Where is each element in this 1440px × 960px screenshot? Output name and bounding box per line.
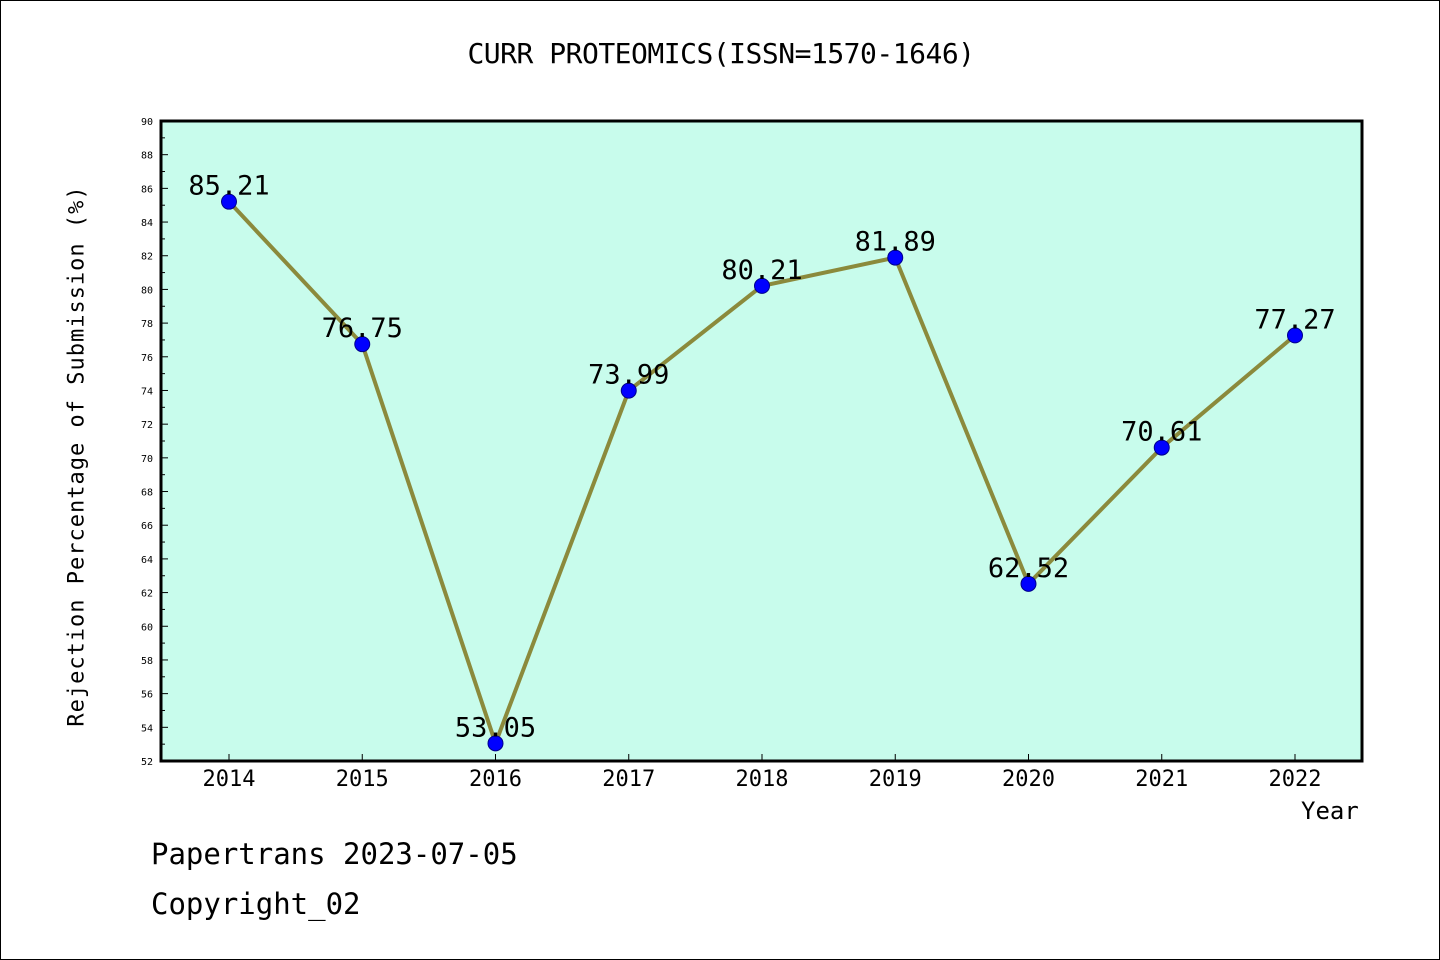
- data-point: [887, 249, 904, 266]
- y-tick-label: 76: [141, 353, 153, 364]
- data-label: 53.05: [455, 712, 536, 743]
- data-label: 80.21: [721, 255, 802, 286]
- data-label: 62.52: [988, 553, 1069, 584]
- y-tick-label: 86: [141, 184, 153, 195]
- y-tick-label: 70: [141, 454, 153, 465]
- data-label: 73.99: [588, 360, 669, 391]
- data-point: [1153, 439, 1170, 456]
- x-tick-label: 2019: [869, 767, 922, 792]
- x-tick-label: 2022: [1269, 767, 1322, 792]
- x-tick-label: 2014: [203, 767, 256, 792]
- data-point: [354, 336, 371, 353]
- x-axis-label: Year: [1301, 797, 1359, 825]
- data-point: [1287, 327, 1303, 344]
- data-label: 76.75: [322, 313, 403, 344]
- data-label: 85.21: [188, 171, 269, 202]
- data-label: 81.89: [855, 227, 936, 258]
- footer-date-line: Papertrans 2023-07-05: [151, 837, 518, 871]
- y-tick-label: 72: [141, 420, 153, 431]
- x-tick-label: 2021: [1135, 767, 1188, 792]
- y-tick-label: 58: [141, 656, 153, 667]
- x-tick-label: 2015: [336, 767, 389, 792]
- y-tick-label: 90: [141, 117, 153, 128]
- data-label: 70.61: [1121, 417, 1202, 448]
- y-tick-label: 52: [141, 757, 153, 768]
- data-point: [620, 382, 637, 399]
- y-tick-label: 60: [141, 622, 153, 633]
- y-tick-label: 78: [141, 319, 153, 330]
- x-tick-label: 2020: [1002, 767, 1055, 792]
- y-tick-label: 88: [141, 151, 153, 162]
- y-tick-label: 64: [141, 555, 153, 566]
- data-point: [754, 277, 770, 294]
- data-point: [221, 193, 237, 210]
- y-tick-label: 56: [141, 690, 153, 701]
- data-point: [1020, 575, 1037, 592]
- y-tick-label: 68: [141, 488, 153, 499]
- y-tick-label: 62: [141, 589, 153, 600]
- y-tick-label: 66: [141, 521, 153, 532]
- y-tick-label: 74: [141, 386, 153, 397]
- plot-border: [159, 119, 1364, 763]
- chart-title: CURR PROTEOMICS(ISSN=1570-1646): [467, 37, 975, 70]
- y-tick-label: 80: [141, 285, 153, 296]
- x-tick-label: 2016: [469, 767, 522, 792]
- x-tick-label: 2017: [602, 767, 655, 792]
- y-tick-label: 82: [141, 252, 153, 263]
- x-tick-label: 2018: [736, 767, 789, 792]
- data-point: [487, 735, 504, 752]
- data-label: 77.27: [1254, 304, 1335, 335]
- y-tick-label: 84: [141, 218, 153, 229]
- y-tick-label: 54: [141, 723, 153, 734]
- footer-copyright-line: Copyright_02: [151, 887, 361, 921]
